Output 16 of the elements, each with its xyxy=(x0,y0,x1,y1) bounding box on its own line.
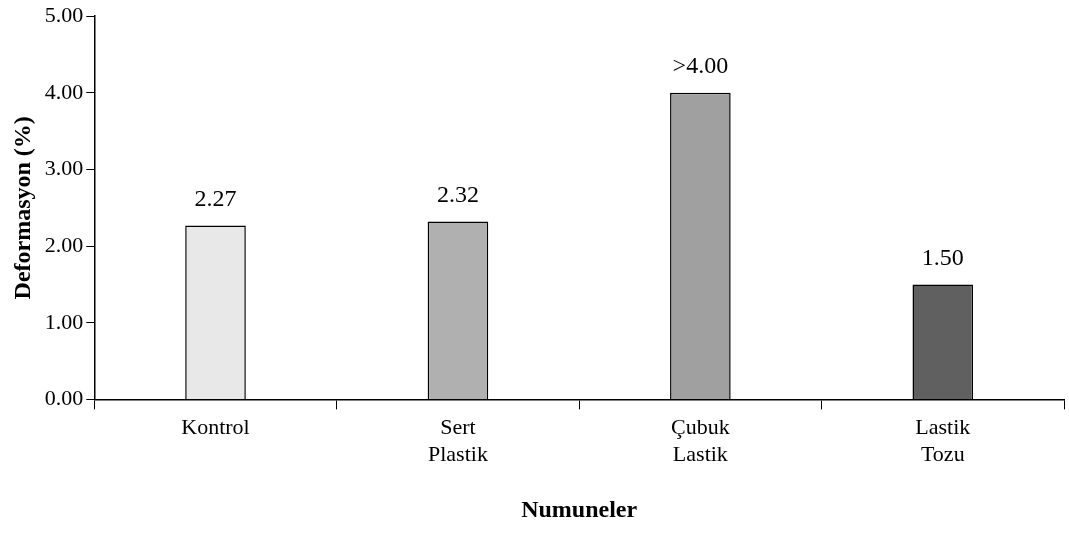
y-tick-label: 4.00 xyxy=(44,78,84,104)
data-label: 1.50 xyxy=(921,243,964,270)
x-tick-label: Kontrol xyxy=(181,414,250,440)
y-axis-title: Deformasyon (%) xyxy=(8,116,35,300)
data-label: 2.32 xyxy=(436,180,479,207)
data-label: 2.27 xyxy=(194,184,237,211)
data-label: >4.00 xyxy=(672,52,729,79)
y-tick-label: 2.00 xyxy=(44,231,84,257)
y-tick-label: 0.00 xyxy=(44,385,84,411)
y-tick-label: 3.00 xyxy=(44,155,84,181)
x-axis-title: Numuneler xyxy=(521,495,638,522)
x-tick-label: Çubuk Lastik xyxy=(671,414,730,466)
y-tick-label: 5.00 xyxy=(44,1,84,27)
x-tick-label: Lastik Tozu xyxy=(915,414,971,466)
x-tick-label: Sert Plastik xyxy=(427,414,488,466)
y-tick-label: 1.00 xyxy=(44,308,84,334)
